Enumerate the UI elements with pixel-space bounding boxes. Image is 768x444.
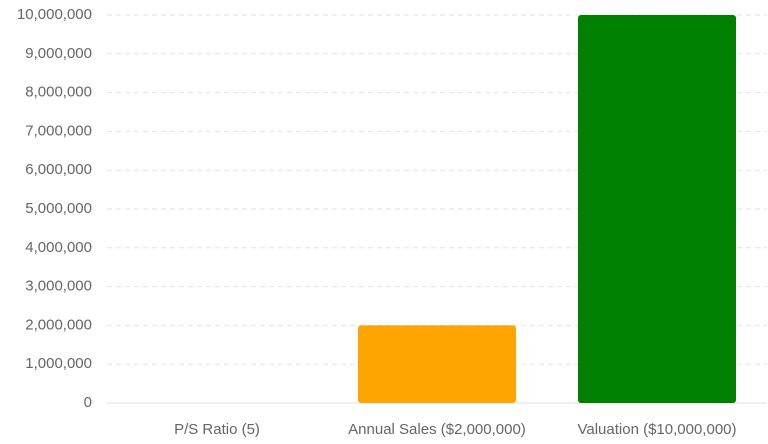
- y-tick-label: 7,000,000: [25, 122, 92, 139]
- y-tick-label: 5,000,000: [25, 200, 92, 217]
- x-tick-label: Annual Sales ($2,000,000): [348, 421, 526, 438]
- y-tick-label: 6,000,000: [25, 161, 92, 178]
- y-tick-label: 3,000,000: [25, 278, 92, 295]
- x-tick-label: Valuation ($10,000,000): [577, 421, 736, 438]
- y-tick-label: 10,000,000: [17, 6, 92, 23]
- x-tick-label: P/S Ratio (5): [174, 421, 260, 438]
- y-tick-label: 0: [84, 394, 92, 411]
- y-tick-label: 2,000,000: [25, 316, 92, 333]
- bar: [358, 325, 516, 403]
- y-tick-label: 4,000,000: [25, 239, 92, 256]
- y-tick-label: 8,000,000: [25, 84, 92, 101]
- y-tick-label: 9,000,000: [25, 45, 92, 62]
- bar: [578, 15, 736, 403]
- y-tick-label: 1,000,000: [25, 355, 92, 372]
